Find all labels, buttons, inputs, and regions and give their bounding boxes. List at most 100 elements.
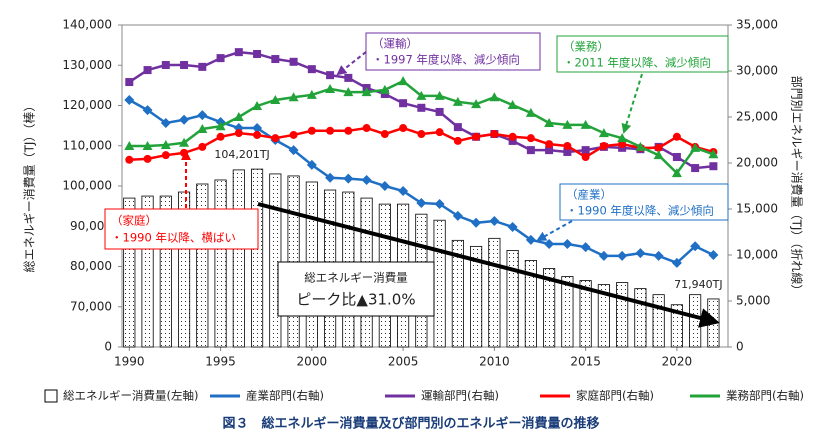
yticks-label: 70,000 <box>70 299 112 313</box>
bar <box>269 173 282 348</box>
marker <box>343 87 354 97</box>
x-tick-label: 2020 <box>662 355 693 369</box>
marker <box>216 54 225 63</box>
y2ticks-label: 35,000 <box>736 18 778 32</box>
marker <box>361 87 372 97</box>
marker <box>398 76 409 86</box>
marker <box>471 217 482 228</box>
plot-area: 0 70,000 80,000 90,000 100,000 110,000 120,000… <box>62 18 778 369</box>
y2ticks-label: 20,000 <box>736 156 778 170</box>
marker <box>399 99 408 108</box>
marker <box>599 141 608 150</box>
marker <box>252 100 263 110</box>
y2ticks-label: 30,000 <box>736 64 778 78</box>
marker <box>379 84 390 94</box>
yticks-label: 90,000 <box>70 219 112 233</box>
bar <box>616 282 629 348</box>
y2ticks-label: 15,000 <box>736 202 778 216</box>
yticks-label: 130,000 <box>62 58 112 72</box>
marker <box>142 105 153 116</box>
marker <box>197 123 208 133</box>
marker <box>544 238 555 249</box>
bar <box>561 276 574 348</box>
marker <box>525 234 536 245</box>
marker <box>234 48 243 57</box>
marker <box>690 142 701 152</box>
bar <box>652 294 665 348</box>
marker <box>452 96 463 106</box>
legend-swatch <box>44 389 58 403</box>
marker <box>563 141 572 150</box>
x-tick-label: 2015 <box>570 355 601 369</box>
marker <box>416 90 427 100</box>
marker <box>635 141 646 151</box>
annotation: ・1997 年度以降、減少傾向 <box>372 53 520 67</box>
marker <box>508 136 517 145</box>
annotation: （家庭） <box>111 214 157 228</box>
marker <box>562 119 573 129</box>
marker <box>490 130 499 139</box>
marker <box>344 73 353 82</box>
y2ticks-label: 5,000 <box>736 294 770 308</box>
bar <box>214 179 227 348</box>
marker <box>635 248 646 259</box>
bar <box>470 245 483 348</box>
marker <box>307 126 316 135</box>
marker <box>399 124 408 133</box>
bar <box>579 280 592 348</box>
bar <box>524 260 537 348</box>
marker <box>142 140 153 150</box>
marker <box>417 130 426 139</box>
marker <box>398 186 409 197</box>
marker <box>453 136 462 145</box>
marker <box>489 92 500 102</box>
x-tick-label: 2000 <box>297 355 328 369</box>
y2ticks-label: 10,000 <box>736 248 778 262</box>
annotation: ・1990 年度以降、減少傾向 <box>566 204 714 218</box>
legend-label: 産業部門(右軸) <box>246 389 324 403</box>
bar <box>196 183 209 348</box>
marker <box>124 140 135 150</box>
legend: 総エネルギー消費量(左軸) 産業部門(右軸) 運輸部門(右軸) 家庭部門(右軸) 業務部… <box>44 389 804 403</box>
marker <box>161 61 170 70</box>
y2ticks-label: 0 <box>736 340 744 354</box>
marker <box>160 117 171 128</box>
marker <box>671 168 682 178</box>
marker <box>417 103 426 112</box>
marker <box>234 129 243 138</box>
marker <box>362 124 371 133</box>
marker <box>434 90 445 100</box>
marker <box>671 257 682 268</box>
marker <box>580 119 591 129</box>
marker <box>197 110 208 121</box>
marker <box>653 250 664 261</box>
marker <box>271 134 280 143</box>
marker <box>545 146 554 155</box>
marker <box>654 143 663 152</box>
commercial-box <box>556 35 729 73</box>
y2-axis-label: 部門別エネルギー消費量（TJ）（折れ線） <box>790 76 805 297</box>
marker <box>544 117 555 127</box>
marker <box>306 159 317 170</box>
marker <box>143 154 152 163</box>
marker <box>179 114 190 125</box>
marker <box>379 181 390 191</box>
marker <box>125 78 134 87</box>
annotation: （業務） <box>563 40 609 54</box>
marker <box>253 49 262 58</box>
marker <box>525 107 536 117</box>
yticks-label: 120,000 <box>62 98 112 112</box>
bar <box>232 169 245 348</box>
marker <box>453 123 462 132</box>
total-box <box>277 261 435 317</box>
marker <box>233 112 244 121</box>
annotation: ・1990 年以降、横ばい <box>111 231 236 245</box>
marker <box>709 162 718 171</box>
bar <box>488 237 501 348</box>
yticks-label: 100,000 <box>62 179 112 193</box>
annotation: 総エネルギー消費量 <box>304 271 408 285</box>
marker <box>288 92 299 102</box>
marker <box>598 250 609 261</box>
marker <box>507 100 518 110</box>
bar <box>506 249 519 348</box>
